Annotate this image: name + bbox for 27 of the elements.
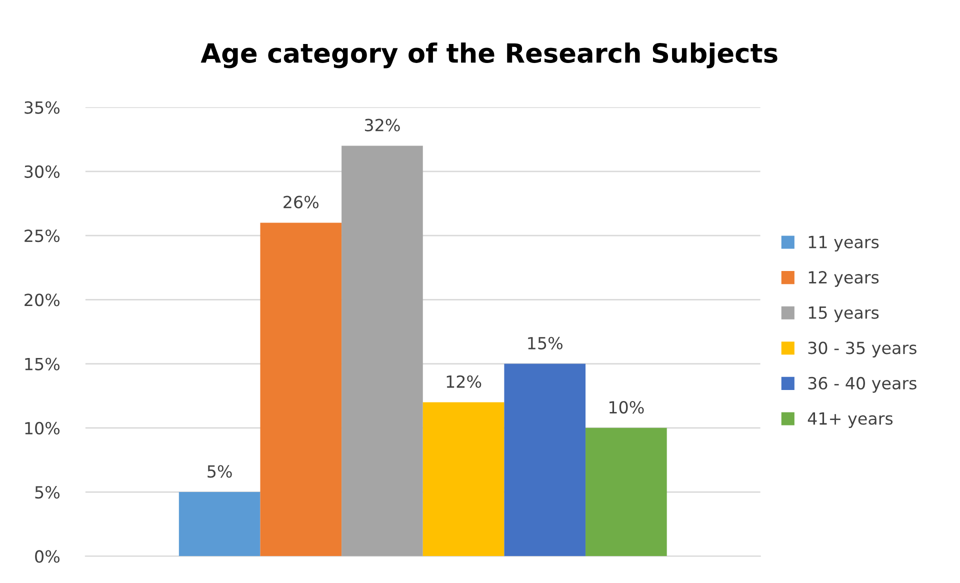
y-tick-label: 30% (24, 165, 60, 178)
data-label: 32% (364, 118, 400, 132)
bar (504, 364, 586, 556)
data-label: 10% (609, 400, 644, 414)
y-tick-label: 5% (35, 486, 60, 499)
data-label: 26% (284, 196, 318, 208)
y-tick-label: 25% (24, 229, 60, 242)
bar (260, 222, 342, 556)
legend-label: 30 - 35 years (808, 342, 916, 358)
data-label: 12% (446, 375, 482, 388)
data-label: 5% (208, 465, 232, 478)
legend-label: 12 years (808, 271, 879, 287)
bar (342, 146, 423, 556)
legend-label: 15 years (808, 306, 879, 322)
y-tick-label: 15% (25, 358, 60, 370)
legend-label: 41+ years (808, 412, 893, 428)
data-label: 15% (528, 336, 562, 350)
legend-label: 11 years (808, 236, 879, 252)
bar (178, 492, 260, 556)
bar (422, 402, 504, 556)
y-tick-label: 0% (35, 550, 60, 563)
y-tick-label: 10% (25, 422, 60, 434)
chart-title: Age category of the Research Subjects (200, 42, 778, 68)
bar (586, 428, 667, 556)
legend-label: 36 - 40 years (808, 376, 916, 393)
y-tick-label: 35% (24, 101, 60, 114)
y-tick-label: 20% (24, 294, 60, 306)
